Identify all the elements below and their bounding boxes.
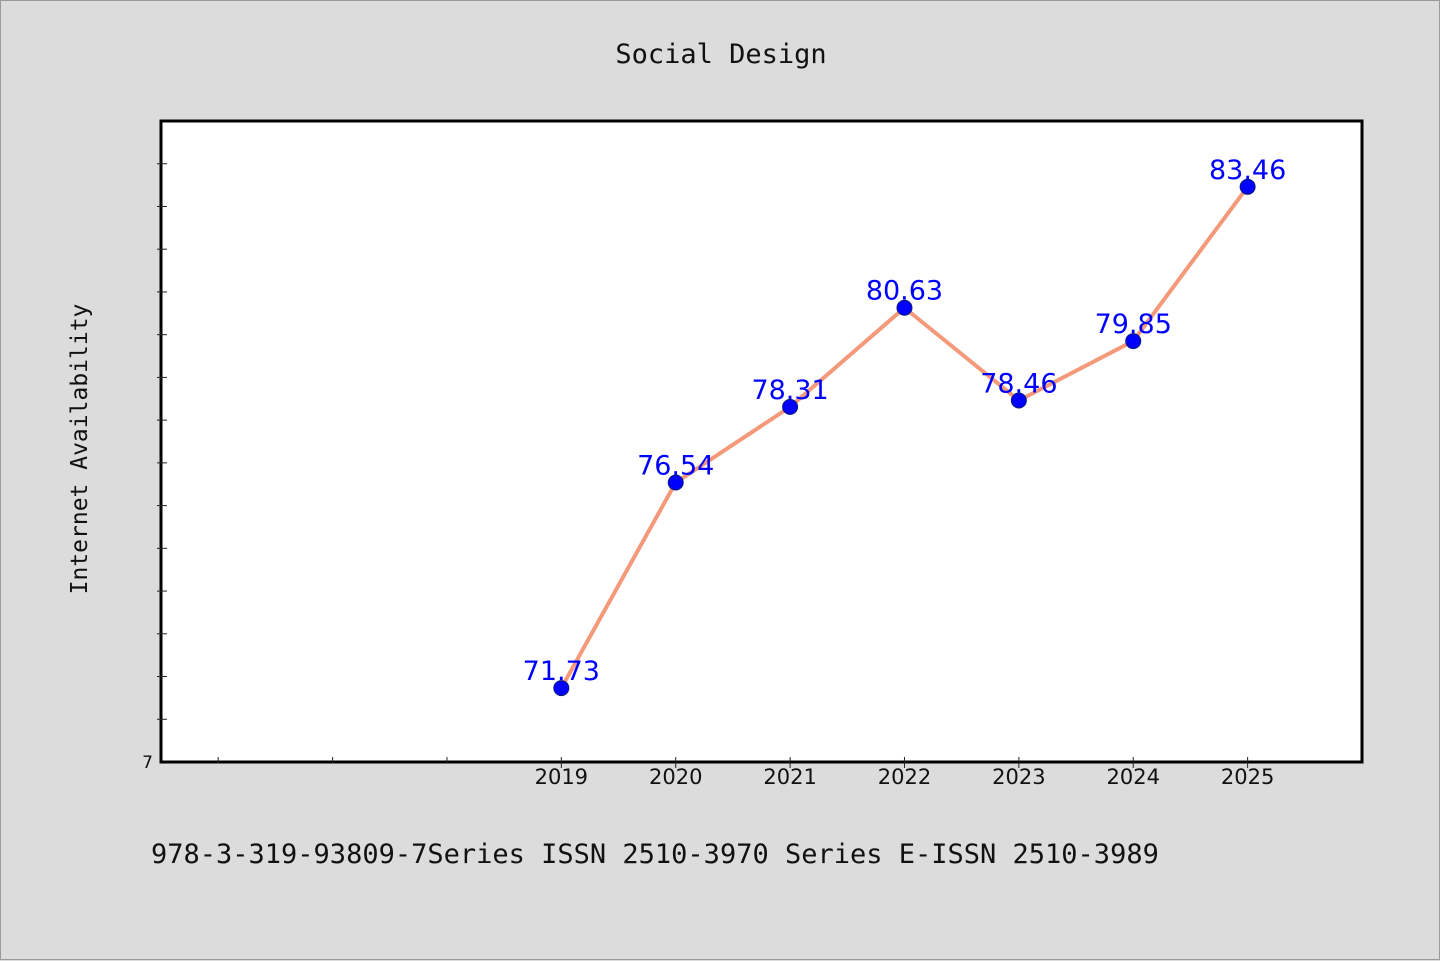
data-point-marker [1010, 392, 1027, 409]
y-axis-ticks: 7 [142, 163, 167, 773]
data-point-marker [1239, 178, 1256, 195]
x-tick-label: 2020 [649, 765, 702, 789]
data-point-marker [782, 398, 799, 415]
data-label: 83.46 [1209, 155, 1286, 186]
data-label: 80.63 [866, 276, 943, 307]
data-label: 76.54 [637, 451, 714, 482]
series-line-group: 71.73 76.54 78.31 80.63 78.46 79.85 83.46 [523, 155, 1286, 697]
plot-area [159, 119, 1364, 764]
data-point-marker [896, 299, 913, 316]
data-label: 78.31 [751, 375, 828, 406]
data-label: 79.85 [1095, 309, 1172, 340]
x-tick-label: 2023 [992, 765, 1045, 789]
data-label: 71.73 [523, 656, 600, 687]
y-axis-label: Internet Availability [67, 304, 93, 595]
x-tick-label: 2022 [878, 765, 931, 789]
x-axis-ticks: 2019 2020 2021 2022 2023 2024 2025 [217, 757, 1274, 789]
x-tick-label: 2025 [1221, 765, 1274, 789]
x-tick-label: 2024 [1107, 765, 1160, 789]
y-tick-label: 7 [142, 753, 153, 773]
data-point-marker [553, 680, 570, 697]
x-tick-label: 2019 [535, 765, 588, 789]
data-point-marker [1125, 333, 1142, 350]
footer-text: 978-3-319-93809-7Series ISSN 2510-3970 S… [151, 839, 1159, 870]
chart-title: Social Design [615, 39, 826, 70]
data-label: 78.46 [980, 368, 1057, 399]
data-point-marker [667, 474, 684, 491]
x-tick-label: 2021 [763, 765, 816, 789]
